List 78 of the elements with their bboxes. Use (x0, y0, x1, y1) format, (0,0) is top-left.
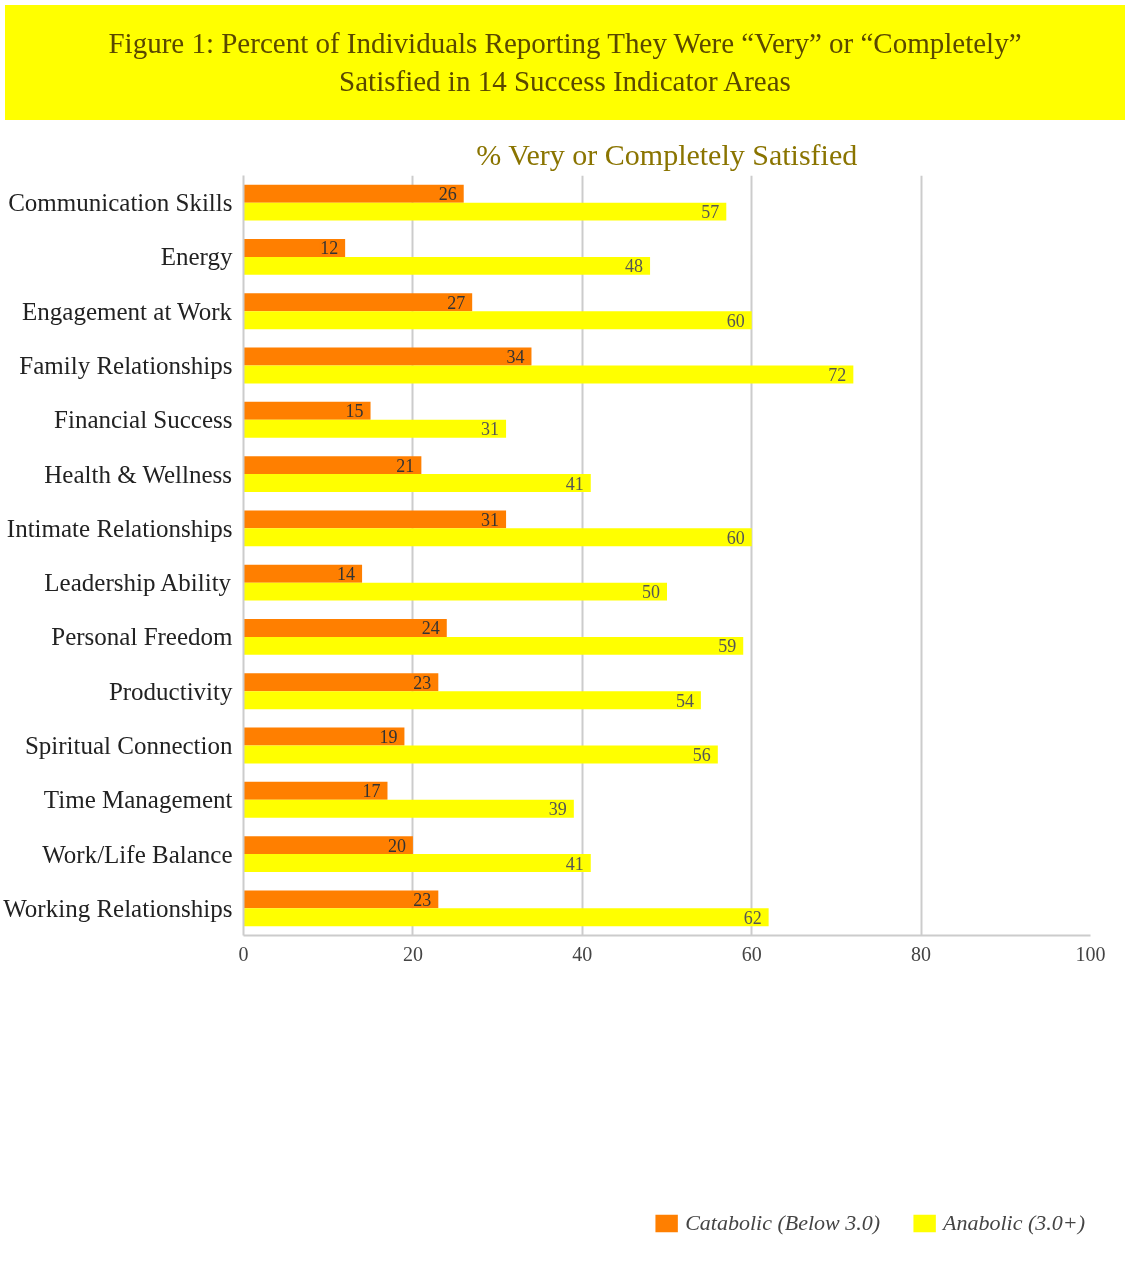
bar (243, 727, 405, 746)
bar (243, 781, 388, 800)
y-tick-label: Personal Freedom (51, 623, 234, 651)
chart-subtitle: % Very or Completely Satisfied (476, 137, 858, 171)
legend-label: Anabolic (3.0+) (943, 1210, 1085, 1236)
y-tick-label: Health & Wellness (44, 460, 233, 488)
bar (243, 890, 439, 909)
y-tick-label: Intimate Relationships (6, 514, 233, 542)
x-tick-label: 100 (1075, 942, 1106, 965)
data-label: 50 (642, 582, 660, 603)
bar (243, 836, 413, 855)
data-label: 19 (379, 727, 398, 748)
bar (243, 691, 701, 710)
x-tick-label: 60 (741, 942, 762, 965)
x-tick-label: 40 (572, 942, 593, 965)
data-label: 26 (438, 184, 457, 205)
bar (243, 347, 532, 366)
data-label: 31 (481, 419, 500, 440)
data-label: 31 (481, 509, 500, 530)
y-tick-label: Productivity (108, 677, 233, 705)
data-label: 60 (726, 527, 745, 548)
data-label: 20 (387, 835, 406, 856)
bar (243, 673, 439, 692)
x-tick-label: 20 (402, 942, 423, 965)
y-tick-label: Leadership Ability (44, 569, 232, 597)
y-tick-label: Working Relationships (3, 894, 233, 922)
data-label: 41 (565, 853, 584, 874)
y-tick-label: Energy (160, 243, 233, 271)
y-tick-label: Financial Success (54, 406, 233, 434)
bar (243, 745, 718, 764)
data-label: 23 (413, 889, 432, 910)
bar (243, 582, 667, 601)
bar (243, 184, 464, 203)
bar (243, 456, 422, 475)
bar (243, 256, 651, 275)
bar (243, 365, 854, 384)
data-label: 72 (828, 364, 847, 385)
bar (243, 510, 507, 529)
bar (243, 528, 752, 547)
data-label: 34 (506, 347, 525, 368)
bar (243, 799, 574, 818)
bar (243, 908, 769, 927)
bar (243, 619, 447, 637)
bar (243, 311, 752, 330)
bar (243, 854, 591, 872)
data-label: 48 (625, 256, 644, 277)
bar (243, 202, 727, 221)
data-label: 39 (548, 799, 567, 820)
bar (243, 293, 473, 312)
y-tick-label: Communication Skills (8, 189, 233, 217)
legend-label: Catabolic (Below 3.0) (685, 1210, 881, 1236)
x-tick-label: 0 (238, 942, 249, 965)
bar (243, 419, 507, 438)
chart-title: Figure 1: Percent of Individuals Reporting They Were “Very” or “Completely” Satisfied in 14 Success Indicator Areas (5, 5, 1125, 121)
y-tick-label: Time Management (43, 786, 233, 814)
y-tick-label: Family Relationships (19, 352, 233, 379)
data-label: 24 (421, 618, 440, 639)
data-label: 54 (675, 690, 694, 711)
y-tick-label: Work/Life Balance (42, 840, 233, 868)
data-label: 59 (718, 636, 737, 657)
data-label: 62 (743, 907, 762, 928)
bar (243, 474, 591, 492)
data-label: 12 (320, 238, 339, 259)
y-tick-label: Engagement at Work (22, 297, 233, 325)
bar (243, 636, 744, 655)
data-label: 41 (565, 473, 584, 494)
bar (243, 401, 371, 420)
data-label: 17 (362, 781, 381, 802)
data-label: 14 (337, 564, 356, 585)
data-label: 56 (692, 744, 711, 765)
data-label: 57 (701, 202, 720, 223)
data-label: 21 (396, 455, 415, 476)
data-label: 23 (413, 672, 432, 693)
y-tick-label: Spiritual Connection (24, 732, 233, 759)
data-label: 27 (447, 292, 466, 313)
data-label: 15 (345, 401, 364, 422)
data-label: 60 (726, 310, 745, 331)
x-tick-label: 80 (911, 942, 932, 965)
